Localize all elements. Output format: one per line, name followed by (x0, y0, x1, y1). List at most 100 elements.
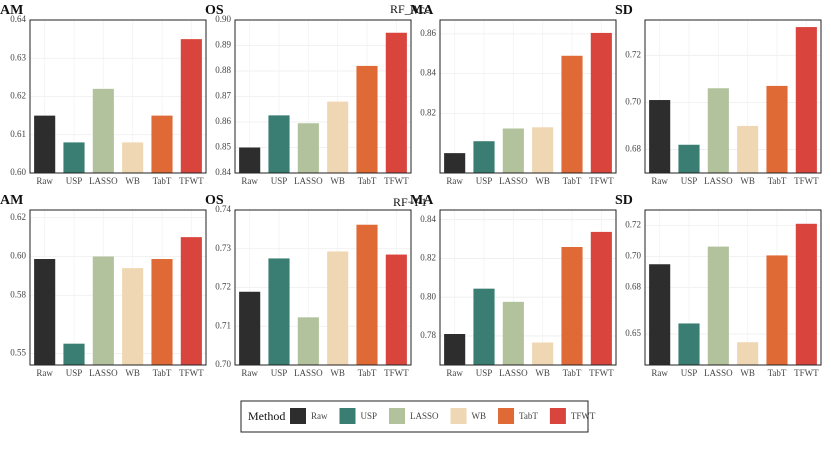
bar (502, 301, 524, 365)
bar (444, 334, 466, 365)
y-tick-label: 0.70 (215, 359, 231, 369)
bar (180, 237, 202, 365)
y-tick-label: 0.85 (215, 142, 231, 152)
x-tick-label: TFWT (589, 368, 614, 378)
y-tick-label: 0.72 (625, 220, 641, 230)
x-tick-label: Raw (651, 176, 668, 186)
bar (649, 100, 671, 173)
bar (385, 254, 407, 365)
bar (766, 85, 788, 173)
x-tick-label: TabT (563, 176, 582, 186)
x-tick-label: Raw (651, 368, 668, 378)
bar (444, 153, 466, 173)
x-tick-label: WB (740, 176, 755, 186)
x-tick-label: LASSO (294, 176, 323, 186)
y-tick-label: 0.88 (215, 65, 231, 75)
bar (327, 101, 349, 173)
x-tick-label: Raw (446, 368, 463, 378)
x-tick-label: Raw (241, 368, 258, 378)
bar (473, 288, 495, 365)
y-tick-label: 0.65 (625, 328, 641, 338)
x-tick-label: USP (681, 176, 698, 186)
bar (561, 247, 583, 365)
x-tick-label: TFWT (179, 368, 204, 378)
x-tick-label: USP (476, 176, 493, 186)
bar (473, 141, 495, 173)
panel-frame (29, 209, 207, 366)
y-tick-label: 0.80 (420, 291, 436, 301)
legend-title: Method (248, 409, 285, 423)
y-tick-label: 0.70 (625, 251, 641, 261)
bar (532, 342, 554, 365)
bar (766, 255, 788, 365)
x-tick-label: Raw (36, 368, 53, 378)
x-tick-label: TabT (768, 368, 787, 378)
x-tick-label: WB (125, 368, 140, 378)
panel-title: AM (0, 193, 23, 208)
x-tick-label: Raw (36, 176, 53, 186)
y-tick-label: 0.61 (10, 129, 26, 139)
x-tick-label: Raw (241, 176, 258, 186)
panel-frame (439, 19, 617, 174)
x-tick-label: WB (330, 176, 345, 186)
bar (561, 55, 583, 173)
bar (356, 224, 378, 365)
panel-frame (234, 209, 412, 366)
legend-label: TabT (519, 411, 538, 421)
y-tick-label: 0.84 (420, 214, 436, 224)
bar (151, 259, 173, 365)
panel-frame (644, 209, 822, 366)
panel-title: SD (615, 193, 633, 208)
bar (678, 144, 700, 173)
bar (532, 127, 554, 173)
x-tick-label: USP (66, 368, 83, 378)
y-tick-label: 0.62 (10, 212, 26, 222)
panel-frame (29, 19, 207, 174)
legend-swatch (450, 408, 467, 424)
x-tick-label: TabT (358, 368, 377, 378)
x-tick-label: USP (271, 368, 288, 378)
x-tick-label: TFWT (384, 368, 409, 378)
bar (268, 258, 290, 365)
panel-title: AM (0, 3, 23, 18)
x-tick-label: TFWT (794, 176, 819, 186)
bar (327, 251, 349, 365)
x-tick-label: WB (535, 368, 550, 378)
y-tick-label: 0.89 (215, 40, 231, 50)
x-tick-label: LASSO (89, 176, 118, 186)
x-tick-label: TFWT (384, 176, 409, 186)
y-tick-label: 0.68 (625, 144, 641, 154)
x-tick-label: USP (681, 368, 698, 378)
y-tick-label: 0.70 (625, 96, 641, 106)
bar (297, 317, 319, 365)
x-tick-label: USP (271, 176, 288, 186)
y-tick-label: 0.72 (215, 282, 231, 292)
y-tick-label: 0.84 (420, 68, 436, 78)
bar (297, 123, 319, 173)
y-tick-label: 0.82 (420, 107, 436, 117)
bar (239, 291, 261, 365)
y-tick-label: 0.86 (420, 28, 436, 38)
bar (795, 27, 817, 173)
bar (737, 342, 759, 365)
panel-title: SD (615, 3, 633, 18)
bar (649, 264, 671, 365)
x-tick-label: LASSO (499, 368, 528, 378)
bar (707, 246, 729, 365)
x-tick-label: TabT (563, 368, 582, 378)
bar (92, 256, 114, 365)
bar (795, 223, 817, 365)
bar (737, 125, 759, 173)
y-tick-label: 0.90 (215, 14, 231, 24)
x-tick-label: TFWT (794, 368, 819, 378)
panel-frame (439, 209, 617, 366)
bar (239, 147, 261, 173)
y-tick-label: 0.62 (10, 91, 26, 101)
x-tick-label: TFWT (179, 176, 204, 186)
bar (151, 115, 173, 173)
bar (590, 231, 612, 365)
legend-swatch (290, 408, 306, 424)
bar (63, 142, 85, 173)
bar (356, 65, 378, 173)
panel-title: OS (205, 193, 224, 208)
